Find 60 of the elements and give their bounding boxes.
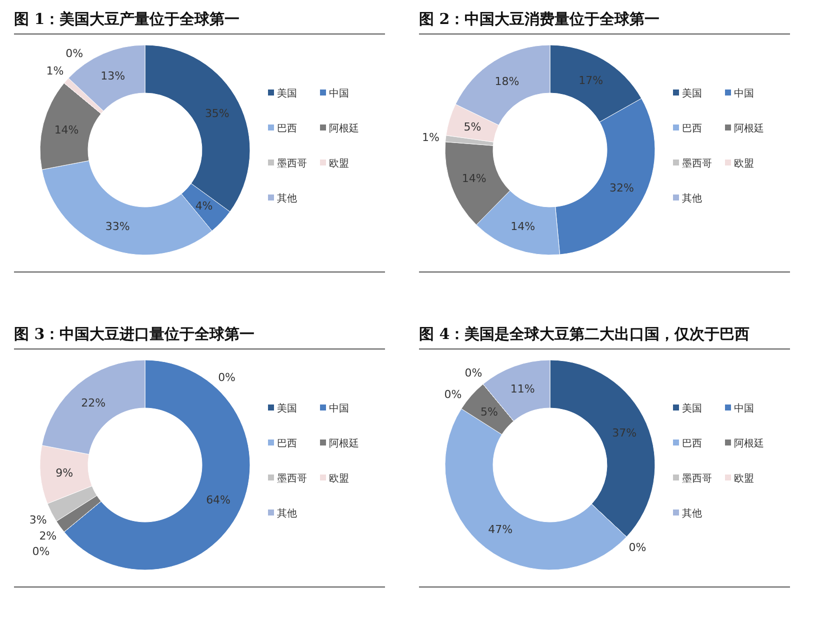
legend-label: 墨西哥: [682, 158, 712, 170]
data-label: 13%: [100, 70, 126, 83]
data-label: 1%: [422, 130, 440, 144]
data-label: 35%: [204, 107, 230, 120]
chart-title: 图 1：美国大豆产量位于全球第一: [14, 10, 240, 28]
legend-label: 美国: [682, 402, 702, 414]
data-label: 47%: [488, 522, 513, 536]
legend-label: 美国: [277, 402, 297, 414]
data-label: 32%: [610, 181, 634, 194]
legend-label: 欧盟: [329, 158, 349, 170]
data-label: 1%: [46, 64, 64, 78]
legend-label: 中国: [734, 402, 754, 414]
legend-label: 其他: [682, 508, 702, 520]
data-label: 9%: [56, 466, 74, 480]
data-label: 2%: [39, 529, 57, 542]
legend-label: 巴西: [277, 124, 297, 134]
data-label: 14%: [462, 172, 486, 186]
data-label: 3%: [29, 513, 47, 526]
legend-label: 美国: [277, 88, 297, 100]
data-label: 33%: [105, 220, 130, 234]
legend-label: 阿根廷: [329, 122, 359, 134]
legend-label: 墨西哥: [682, 474, 712, 484]
data-label: 11%: [510, 382, 535, 396]
data-label: 64%: [206, 493, 231, 506]
legend-label: 阿根廷: [734, 122, 764, 134]
legend-label: 其他: [277, 508, 297, 520]
legend-label: 欧盟: [734, 472, 754, 484]
legend-label: 巴西: [682, 124, 702, 134]
text: 0%: [218, 371, 236, 384]
legend-label: 阿根廷: [329, 438, 359, 450]
legend-label: 阿根廷: [734, 438, 764, 450]
data-label: 18%: [494, 75, 520, 88]
legend-label: 中国: [734, 88, 754, 100]
legend-label: 巴西: [682, 438, 702, 450]
chart-title: 图 3：中国大豆进口量位于全球第一: [14, 325, 255, 343]
data-label: 14%: [510, 220, 536, 234]
legend-label: 中国: [329, 88, 349, 100]
chart-title: 图 4：美国是全球大豆第二大出口国，仅次于巴西: [419, 325, 750, 343]
data-label: 5%: [480, 405, 498, 418]
data-label: 4%: [195, 199, 213, 212]
legend-label: 美国: [682, 88, 702, 100]
legend-label: 中国: [329, 402, 349, 414]
data-label: 17%: [578, 74, 604, 87]
legend-label: 欧盟: [329, 472, 349, 484]
text: 0%: [628, 540, 646, 554]
legend-label: 其他: [682, 192, 702, 204]
text: 0%: [444, 388, 462, 402]
text: 0%: [66, 46, 84, 60]
text: 0%: [32, 544, 50, 558]
data-label: 14%: [54, 124, 79, 137]
chart-title: 图 2：中国大豆消费量位于全球第一: [419, 10, 660, 28]
text: 0%: [464, 366, 482, 380]
data-label: 37%: [612, 426, 637, 440]
legend-label: 其他: [277, 192, 297, 204]
legend-label: 墨西哥: [277, 158, 307, 170]
data-label: 22%: [81, 396, 106, 410]
data-label: 5%: [464, 120, 482, 134]
legend-label: 巴西: [277, 438, 297, 450]
legend-label: 欧盟: [734, 158, 754, 170]
legend-label: 墨西哥: [277, 474, 307, 484]
